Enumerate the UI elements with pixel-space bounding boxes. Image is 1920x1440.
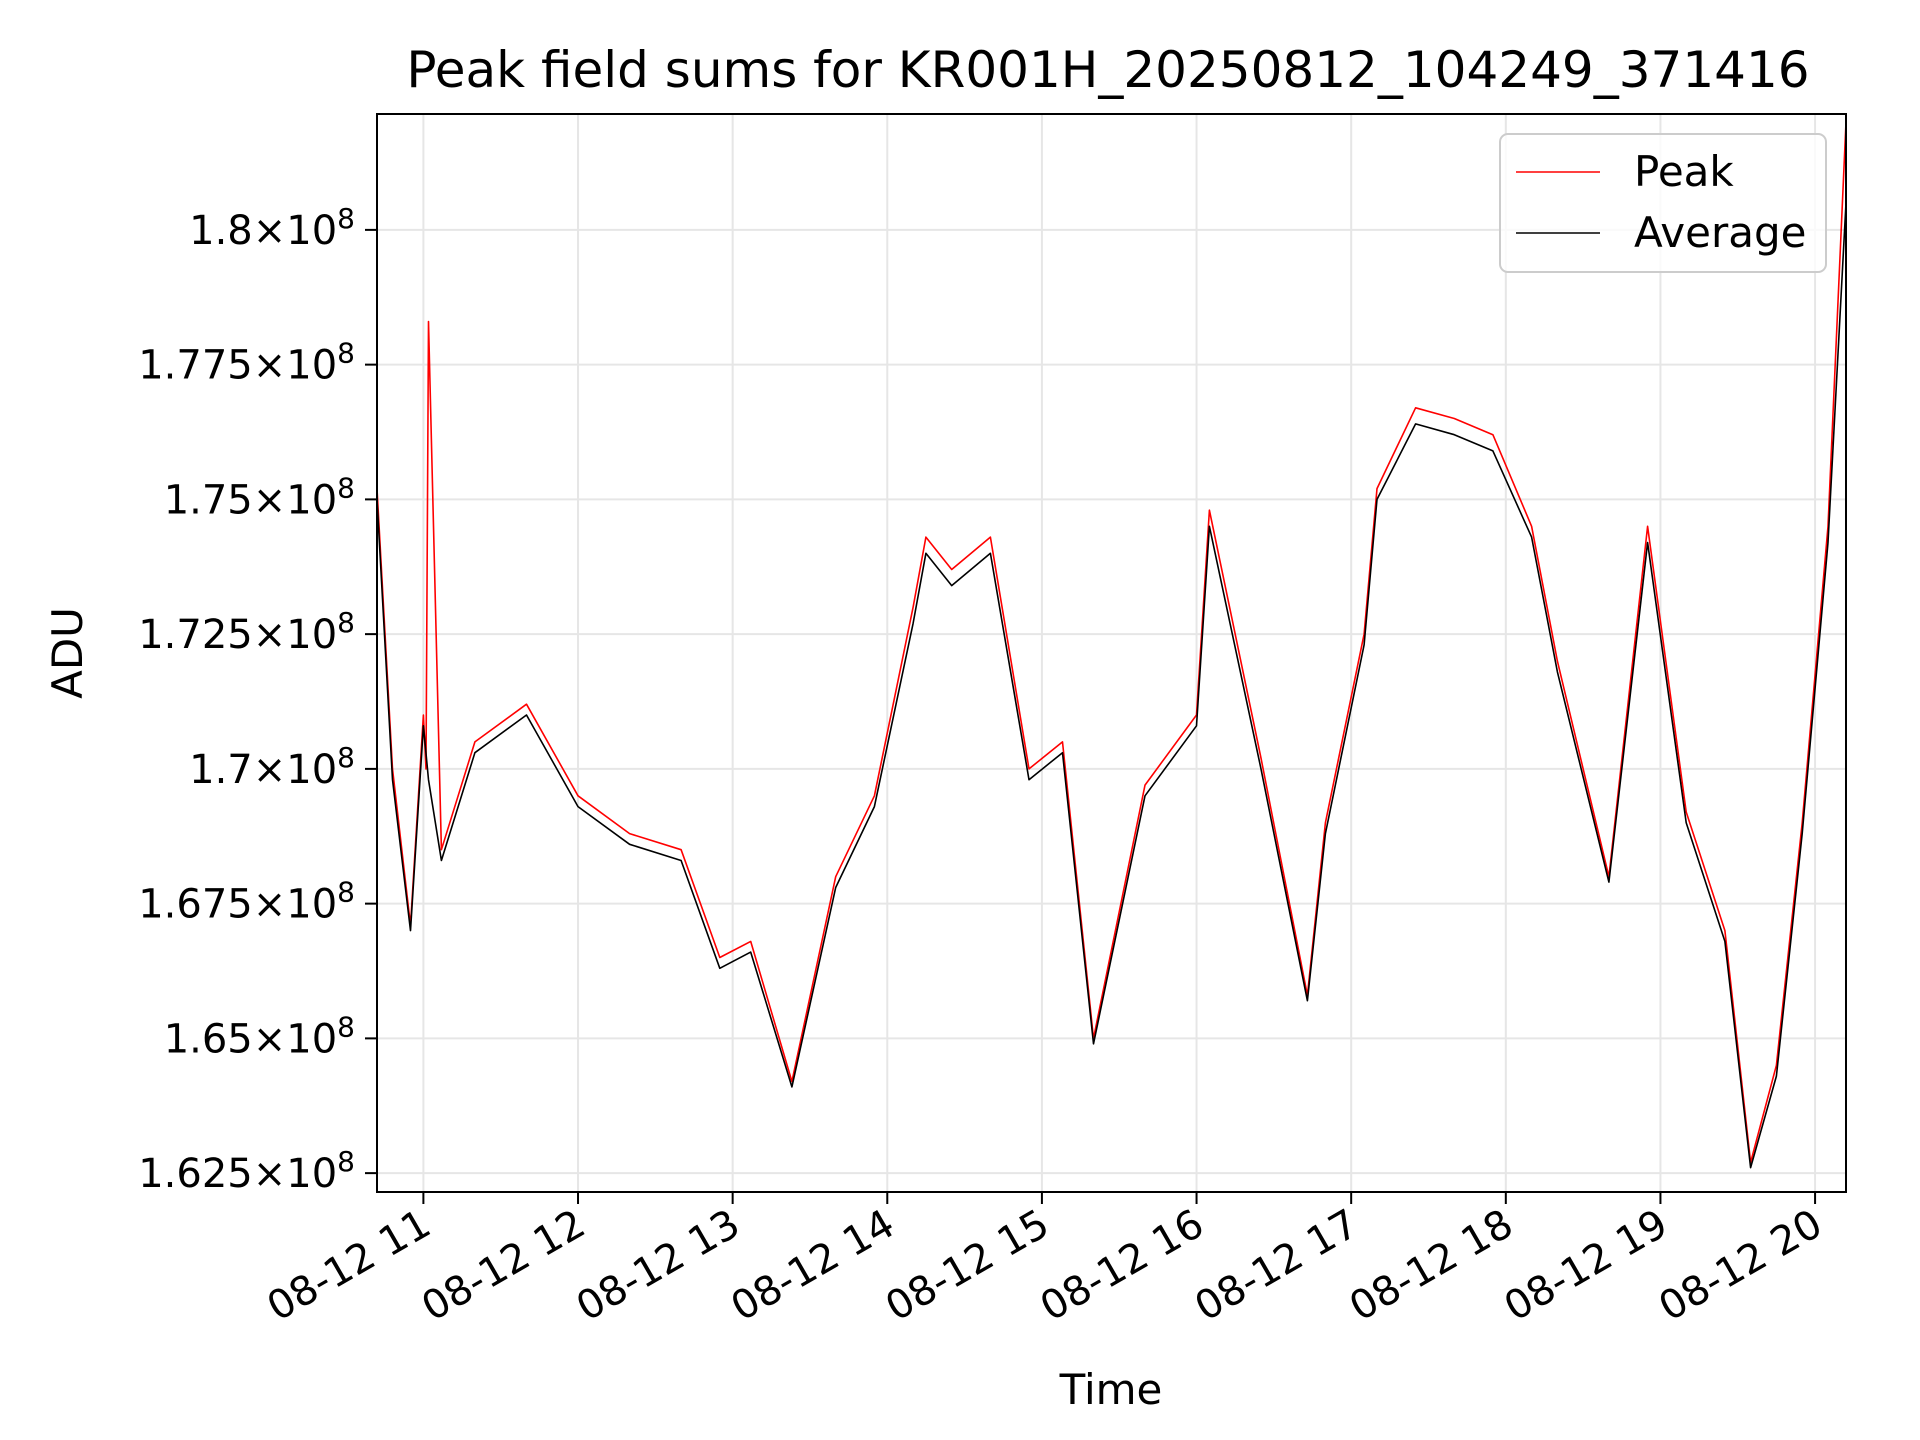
y-tick-label: 1.675×108 <box>138 875 355 928</box>
legend: Peak Average <box>1499 133 1827 273</box>
y-tick-label: 1.625×108 <box>138 1145 355 1198</box>
y-tick-label: 1.8×108 <box>189 201 355 254</box>
y-tick-label: 1.75×108 <box>164 471 355 524</box>
y-axis-label: ADU <box>43 607 92 699</box>
x-tick-label: 08-12 18 <box>1342 1201 1521 1331</box>
x-gridlines <box>422 114 1817 1192</box>
series-layer <box>377 122 1846 1169</box>
x-tick-label: 08-12 16 <box>1033 1201 1212 1331</box>
x-tick-label: 08-12 15 <box>878 1201 1057 1331</box>
y-tick-label: 1.725×108 <box>138 606 355 659</box>
y-axis-ticks: 1.625×108 1.65×108 1.675×108 1.7×108 1.725×1… <box>138 201 377 1197</box>
y-tick-label: 1.7×108 <box>189 740 355 793</box>
chart-title: Peak field sums for KR001H_20250812_1042… <box>406 41 1809 99</box>
x-tick-label: 08-12 11 <box>260 1201 439 1331</box>
plot-frame <box>376 113 1847 1193</box>
series-line-average <box>377 202 1846 1169</box>
x-tick-label: 08-12 17 <box>1187 1201 1366 1331</box>
y-gridlines <box>377 228 1846 1175</box>
x-tick-label: 08-12 20 <box>1651 1201 1830 1331</box>
legend-label-peak: Peak <box>1634 147 1734 196</box>
x-tick-label: 08-12 13 <box>569 1201 748 1331</box>
y-tick-label: 1.775×108 <box>138 336 355 389</box>
x-tick-label: 08-12 14 <box>724 1201 903 1331</box>
y-tick-label: 1.65×108 <box>164 1010 355 1063</box>
x-tick-label: 08-12 19 <box>1497 1201 1676 1331</box>
legend-box <box>1499 133 1827 273</box>
x-axis-label: Time <box>1059 1365 1163 1414</box>
series-line-peak <box>377 122 1846 1164</box>
x-tick-label: 08-12 12 <box>414 1201 593 1331</box>
legend-label-average: Average <box>1634 208 1806 257</box>
